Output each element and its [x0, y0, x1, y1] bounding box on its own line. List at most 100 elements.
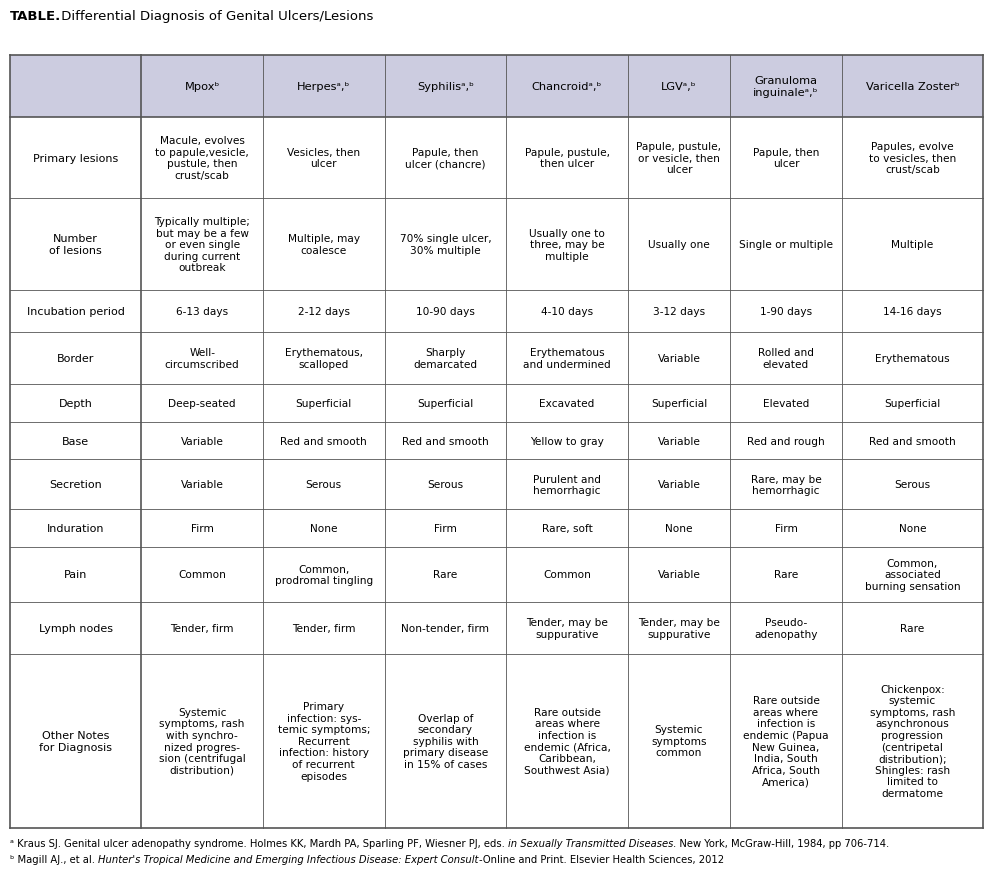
- Text: -Online and Print. Elsevier Health Sciences, 2012: -Online and Print. Elsevier Health Scien…: [479, 854, 724, 864]
- Text: Tender, may be
suppurative: Tender, may be suppurative: [526, 618, 608, 639]
- Text: Depth: Depth: [59, 398, 92, 408]
- Text: Erythematous
and undermined: Erythematous and undermined: [523, 347, 611, 369]
- Text: 3-12 days: 3-12 days: [652, 307, 705, 316]
- Text: Superficial: Superficial: [885, 398, 940, 408]
- Text: Tender, firm: Tender, firm: [171, 623, 234, 633]
- Text: Papule, then
ulcer (chancre): Papule, then ulcer (chancre): [405, 148, 486, 169]
- Text: Secretion: Secretion: [50, 480, 102, 490]
- Text: Systemic
symptoms
common: Systemic symptoms common: [651, 725, 707, 758]
- Text: Chancroidᵃ,ᵇ: Chancroidᵃ,ᵇ: [532, 82, 602, 92]
- Text: Rare: Rare: [901, 623, 924, 633]
- Text: Yellow to gray: Yellow to gray: [530, 436, 604, 446]
- Text: . New York, McGraw-Hill, 1984, pp 706-714.: . New York, McGraw-Hill, 1984, pp 706-71…: [673, 838, 890, 848]
- Bar: [10, 118, 983, 199]
- Text: Common: Common: [543, 570, 591, 579]
- Text: in Sexually Transmitted Diseases: in Sexually Transmitted Diseases: [508, 838, 673, 848]
- Text: Variable: Variable: [657, 570, 700, 579]
- Text: Induration: Induration: [47, 524, 104, 533]
- Text: Elevated: Elevated: [763, 398, 809, 408]
- Text: Lymph nodes: Lymph nodes: [39, 623, 112, 633]
- Text: Erythematous: Erythematous: [875, 354, 949, 363]
- Bar: [10, 56, 983, 118]
- Text: Primary
infection: sys-
temic symptoms;
Recurrent
infection: history
of recurren: Primary infection: sys- temic symptoms; …: [277, 701, 370, 781]
- Text: 10-90 days: 10-90 days: [416, 307, 475, 316]
- Text: 4-10 days: 4-10 days: [541, 307, 593, 316]
- Text: Superficial: Superficial: [417, 398, 474, 408]
- Text: Firm: Firm: [434, 524, 457, 533]
- Text: Chickenpox:
systemic
symptoms, rash
asynchronous
progression
(centripetal
distri: Chickenpox: systemic symptoms, rash asyn…: [870, 684, 955, 798]
- Text: Variable: Variable: [181, 436, 223, 446]
- Text: Rare, soft: Rare, soft: [541, 524, 593, 533]
- Text: Granuloma
inguinaleᵃ,ᵇ: Granuloma inguinaleᵃ,ᵇ: [754, 76, 818, 97]
- Text: Superficial: Superficial: [650, 398, 707, 408]
- Text: Multiple: Multiple: [892, 240, 933, 250]
- Text: Typically multiple;
but may be a few
or even single
during current
outbreak: Typically multiple; but may be a few or …: [154, 217, 250, 273]
- Text: Rare outside
areas where
infection is
endemic (Papua
New Guinea,
India, South
Af: Rare outside areas where infection is en…: [743, 696, 829, 787]
- Bar: [10, 509, 983, 548]
- Text: Common,
prodromal tingling: Common, prodromal tingling: [275, 564, 373, 586]
- Text: ᵇ Magill AJ., et al.: ᵇ Magill AJ., et al.: [10, 854, 98, 864]
- Text: LGVᵃ,ᵇ: LGVᵃ,ᵇ: [661, 82, 697, 92]
- Text: Rare outside
areas where
infection is
endemic (Africa,
Caribbean,
Southwest Asia: Rare outside areas where infection is en…: [523, 707, 611, 775]
- Text: Pseudo-
adenopathy: Pseudo- adenopathy: [755, 618, 817, 639]
- Bar: [10, 460, 983, 509]
- Text: Tender, firm: Tender, firm: [292, 623, 355, 633]
- Text: Well-
circumscribed: Well- circumscribed: [165, 347, 239, 369]
- Text: Sharply
demarcated: Sharply demarcated: [413, 347, 478, 369]
- Text: Papule, pustule,
then ulcer: Papule, pustule, then ulcer: [524, 148, 610, 169]
- Text: 6-13 days: 6-13 days: [176, 307, 228, 316]
- Text: Multiple, may
coalesce: Multiple, may coalesce: [288, 234, 359, 256]
- Text: Pain: Pain: [64, 570, 87, 579]
- Text: Red and smooth: Red and smooth: [280, 436, 367, 446]
- Text: Vesicles, then
ulcer: Vesicles, then ulcer: [287, 148, 360, 169]
- Text: Rolled and
elevated: Rolled and elevated: [758, 347, 814, 369]
- Text: Variable: Variable: [181, 480, 223, 490]
- Bar: [10, 422, 983, 460]
- Text: ᵃ Kraus SJ. Genital ulcer adenopathy syndrome. Holmes KK, Mardh PA, Sparling PF,: ᵃ Kraus SJ. Genital ulcer adenopathy syn…: [10, 838, 508, 848]
- Text: 2-12 days: 2-12 days: [298, 307, 350, 316]
- Text: Mpoxᵇ: Mpoxᵇ: [185, 82, 219, 92]
- Text: Herpesᵃ,ᵇ: Herpesᵃ,ᵇ: [297, 82, 351, 92]
- Text: Red and smooth: Red and smooth: [869, 436, 956, 446]
- Text: Variable: Variable: [657, 480, 700, 490]
- Bar: [10, 199, 983, 291]
- Text: Overlap of
secondary
syphilis with
primary disease
in 15% of cases: Overlap of secondary syphilis with prima…: [403, 713, 488, 769]
- Text: Papule, pustule,
or vesicle, then
ulcer: Papule, pustule, or vesicle, then ulcer: [637, 142, 722, 175]
- Text: Syphilisᵃ,ᵇ: Syphilisᵃ,ᵇ: [417, 82, 474, 92]
- Bar: [10, 654, 983, 828]
- Text: Variable: Variable: [657, 436, 700, 446]
- Text: Serous: Serous: [306, 480, 342, 490]
- Text: Border: Border: [57, 354, 94, 363]
- Text: TABLE.: TABLE.: [10, 10, 62, 23]
- Text: Variable: Variable: [657, 354, 700, 363]
- Bar: [10, 548, 983, 602]
- Text: Excavated: Excavated: [539, 398, 595, 408]
- Text: Firm: Firm: [775, 524, 797, 533]
- Text: Tender, may be
suppurative: Tender, may be suppurative: [638, 618, 720, 639]
- Text: Rare, may be
hemorrhagic: Rare, may be hemorrhagic: [751, 474, 821, 495]
- Text: None: None: [665, 524, 693, 533]
- Text: Systemic
symptoms, rash
with synchro-
nized progres-
sion (centrifugal
distribut: Systemic symptoms, rash with synchro- ni…: [159, 707, 245, 775]
- Text: 1-90 days: 1-90 days: [760, 307, 812, 316]
- Text: Varicella Zosterᵇ: Varicella Zosterᵇ: [866, 82, 959, 92]
- Text: Incubation period: Incubation period: [27, 307, 124, 316]
- Text: None: None: [310, 524, 338, 533]
- Text: Superficial: Superficial: [296, 398, 352, 408]
- Text: Single or multiple: Single or multiple: [739, 240, 833, 250]
- Text: Usually one to
three, may be
multiple: Usually one to three, may be multiple: [529, 229, 605, 261]
- Bar: [10, 602, 983, 654]
- Text: Macule, evolves
to papule,vesicle,
pustule, then
crust/scab: Macule, evolves to papule,vesicle, pustu…: [155, 136, 249, 181]
- Text: Firm: Firm: [191, 524, 213, 533]
- Text: Non-tender, firm: Non-tender, firm: [401, 623, 490, 633]
- Text: Erythematous,
scalloped: Erythematous, scalloped: [285, 347, 362, 369]
- Text: Papule, then
ulcer: Papule, then ulcer: [753, 148, 819, 169]
- Text: 70% single ulcer,
30% multiple: 70% single ulcer, 30% multiple: [399, 234, 492, 256]
- Text: Purulent and
hemorrhagic: Purulent and hemorrhagic: [533, 474, 601, 495]
- Bar: [10, 385, 983, 422]
- Text: Usually one: Usually one: [648, 240, 710, 250]
- Bar: [10, 332, 983, 385]
- Text: Red and smooth: Red and smooth: [402, 436, 489, 446]
- Text: Differential Diagnosis of Genital Ulcers/Lesions: Differential Diagnosis of Genital Ulcers…: [57, 10, 373, 23]
- Text: Serous: Serous: [427, 480, 464, 490]
- Text: None: None: [899, 524, 926, 533]
